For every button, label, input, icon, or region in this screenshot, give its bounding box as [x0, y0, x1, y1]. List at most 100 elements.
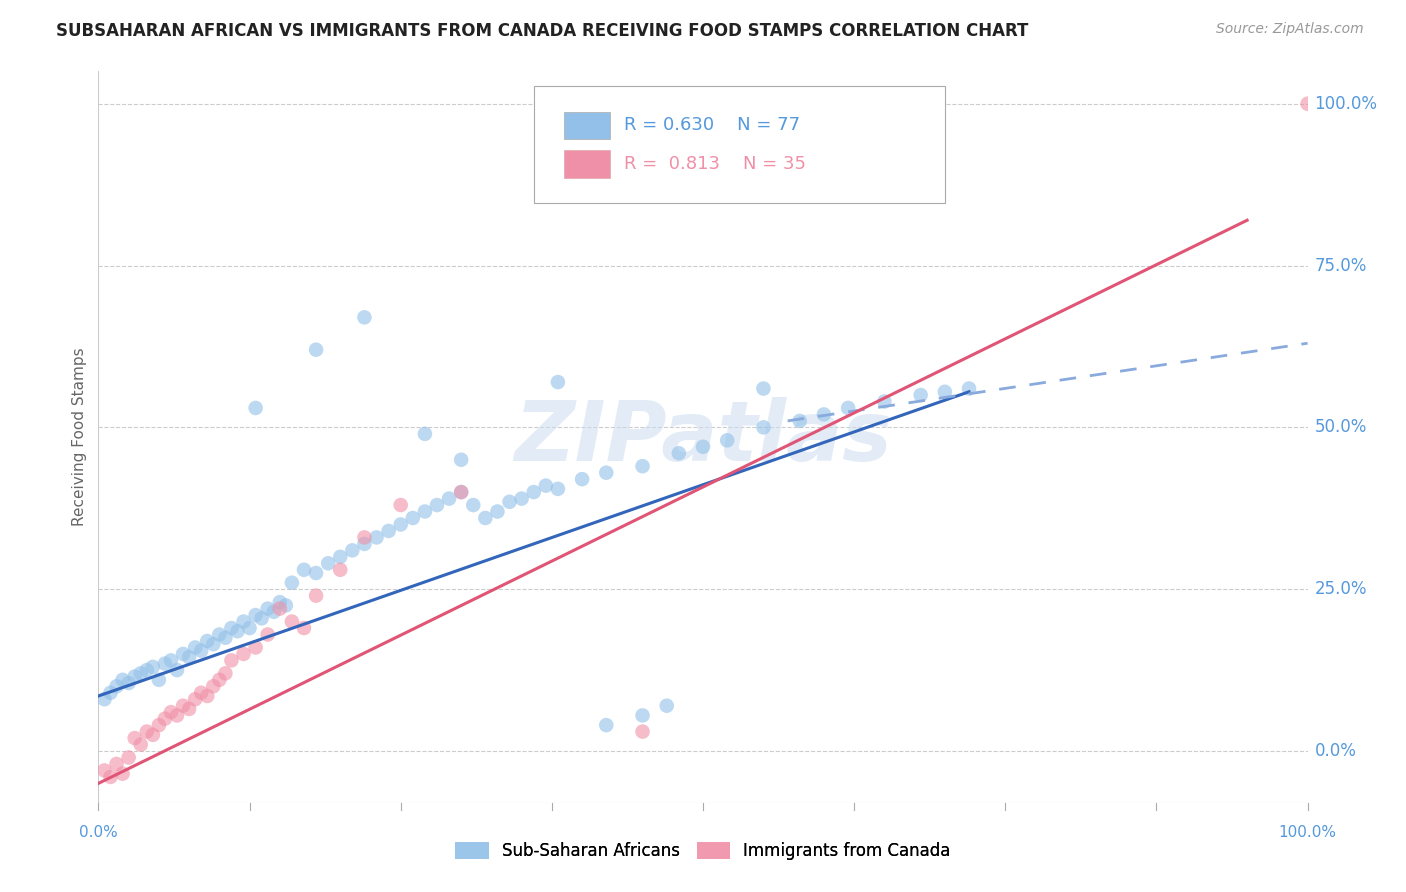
Point: [111, 766, 134, 780]
Point: [450, 485, 472, 500]
Point: [655, 698, 678, 713]
Point: [269, 601, 291, 615]
Point: [631, 459, 654, 474]
Point: [105, 756, 128, 771]
Point: [353, 310, 375, 325]
Point: [239, 621, 262, 635]
Point: [631, 708, 654, 723]
Point: [232, 647, 254, 661]
Point: [752, 382, 775, 396]
Point: [221, 621, 243, 635]
Point: [474, 511, 496, 525]
Point: [1296, 96, 1319, 111]
Point: [934, 384, 956, 399]
Point: [510, 491, 533, 506]
Point: [752, 420, 775, 434]
Point: [263, 605, 285, 619]
Point: [250, 611, 273, 625]
Point: [184, 640, 207, 655]
Point: [595, 466, 617, 480]
Point: [389, 498, 412, 512]
FancyBboxPatch shape: [534, 86, 945, 203]
Point: [118, 676, 141, 690]
Point: [692, 440, 714, 454]
Point: [148, 718, 170, 732]
Point: [413, 504, 436, 518]
Point: [226, 624, 249, 639]
Point: [957, 382, 980, 396]
Point: [873, 394, 896, 409]
Point: [292, 621, 315, 635]
Point: [498, 495, 520, 509]
Point: [190, 643, 212, 657]
Point: [413, 426, 436, 441]
Point: [595, 718, 617, 732]
Text: 100.0%: 100.0%: [1278, 825, 1337, 840]
FancyBboxPatch shape: [564, 112, 610, 139]
Point: [111, 673, 134, 687]
Point: [124, 731, 146, 745]
Point: [195, 634, 218, 648]
Text: 0.0%: 0.0%: [79, 825, 118, 840]
Point: [100, 770, 122, 784]
Point: [142, 728, 165, 742]
Text: 50.0%: 50.0%: [1315, 418, 1367, 436]
Point: [305, 343, 328, 357]
Point: [208, 673, 231, 687]
Point: [305, 566, 328, 580]
Point: [269, 595, 291, 609]
Point: [124, 669, 146, 683]
Point: [426, 498, 449, 512]
Point: [118, 750, 141, 764]
Point: [245, 608, 267, 623]
Point: [342, 543, 364, 558]
Point: [716, 434, 738, 448]
Point: [305, 589, 328, 603]
Point: [256, 627, 278, 641]
Point: [256, 601, 278, 615]
Point: [129, 738, 152, 752]
Point: [316, 557, 339, 571]
Point: [153, 657, 176, 671]
Point: [910, 388, 932, 402]
Point: [100, 686, 122, 700]
Point: [208, 627, 231, 641]
Point: [214, 631, 236, 645]
Point: [353, 530, 375, 544]
Point: [292, 563, 315, 577]
Text: 75.0%: 75.0%: [1315, 257, 1367, 275]
Point: [93, 764, 115, 778]
Point: [486, 504, 509, 518]
Point: [274, 599, 297, 613]
Text: 0.0%: 0.0%: [1315, 742, 1357, 760]
Legend: Sub-Saharan Africans, Immigrants from Canada: Sub-Saharan Africans, Immigrants from Ca…: [456, 842, 950, 860]
Point: [631, 724, 654, 739]
Text: 100.0%: 100.0%: [1315, 95, 1378, 112]
Point: [534, 478, 557, 492]
Point: [813, 408, 835, 422]
Point: [202, 637, 225, 651]
Point: [329, 563, 352, 577]
Point: [148, 673, 170, 687]
Point: [129, 666, 152, 681]
Point: [450, 452, 472, 467]
Point: [142, 660, 165, 674]
Point: [232, 615, 254, 629]
Point: [166, 708, 188, 723]
Point: [153, 712, 176, 726]
Point: [366, 530, 388, 544]
Point: [389, 517, 412, 532]
Text: R = 0.630    N = 77: R = 0.630 N = 77: [624, 117, 800, 135]
Point: [245, 640, 267, 655]
Point: [105, 679, 128, 693]
Point: [463, 498, 485, 512]
Text: 25.0%: 25.0%: [1315, 580, 1367, 599]
FancyBboxPatch shape: [564, 151, 610, 178]
Point: [179, 702, 201, 716]
Point: [93, 692, 115, 706]
Point: [450, 485, 472, 500]
Point: [571, 472, 593, 486]
Text: SUBSAHARAN AFRICAN VS IMMIGRANTS FROM CANADA RECEIVING FOOD STAMPS CORRELATION C: SUBSAHARAN AFRICAN VS IMMIGRANTS FROM CA…: [56, 22, 1029, 40]
Point: [202, 679, 225, 693]
Point: [221, 653, 243, 667]
